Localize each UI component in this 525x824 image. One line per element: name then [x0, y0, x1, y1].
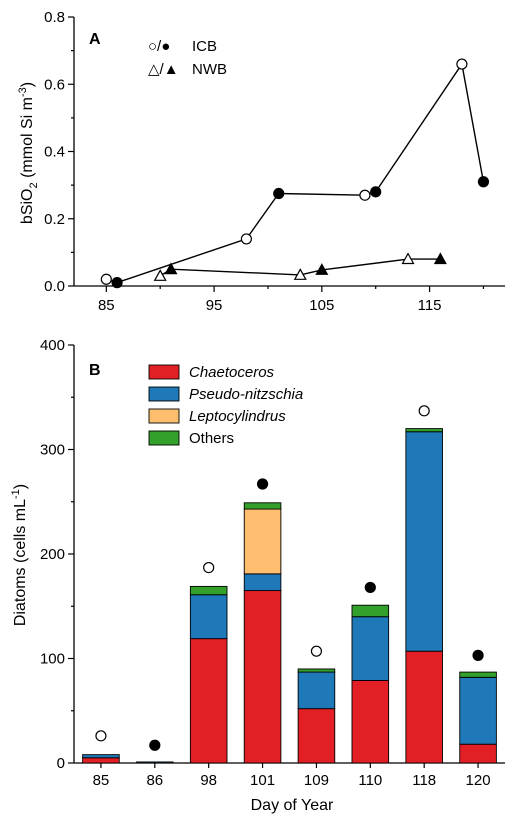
panel-a-x-tick-label: 95: [206, 297, 223, 314]
legend-label-chaetoceros: Chaetoceros: [189, 364, 275, 381]
panel-a-y-tick-label: 0.8: [44, 9, 65, 26]
data-point-nwb: [315, 263, 329, 275]
bar-segment-others: [405, 428, 443, 433]
panel-b: B Chaetoceros Pseudo-nitzschia Leptocylind…: [10, 337, 505, 814]
bar-segment-chaetoceros: [243, 590, 282, 764]
panel-b-y-tick-label: 100: [40, 651, 65, 668]
bsio2-marker: [418, 405, 430, 417]
panel-b-x-axis-title: Day of Year: [251, 797, 334, 814]
data-point-icb: [477, 176, 490, 188]
data-point-icb: [273, 187, 285, 200]
bar-segment-chaetoceros: [405, 650, 443, 764]
panel-b-x-tick-label: 109: [304, 772, 329, 789]
panel-b-y-axis-title: Diatoms (cells mL-1): [10, 484, 29, 626]
bar-segment-pseudo-nitzschia: [351, 616, 390, 681]
panel-a-y-tick-label: 0.2: [44, 211, 65, 228]
data-point-nwb: [293, 268, 307, 280]
legend-label-leptocylindrus: Leptocylindrus: [189, 408, 286, 425]
legend-icb-symbol: ○/●: [148, 38, 170, 55]
panel-b-x-tick-label: 101: [250, 772, 275, 789]
legend-swatch-chaetoceros: [148, 364, 180, 380]
bsio2-marker: [203, 561, 215, 574]
data-point-nwb: [164, 262, 178, 275]
bar-segment-pseudo-nitzschia: [459, 676, 497, 745]
bar-segment-others: [297, 668, 336, 673]
panel-a-y-tick-label: 0.0: [44, 278, 65, 295]
panel-a-letter: A: [89, 31, 101, 48]
panel-a-y-tick-label: 0.6: [44, 76, 65, 93]
data-point-icb: [100, 273, 112, 285]
bar-segment-others: [459, 671, 497, 678]
bar-segment-pseudo-nitzschia: [243, 573, 282, 592]
data-point-nwb: [153, 269, 167, 281]
bsio2-marker: [364, 581, 376, 594]
bar-segment-pseudo-nitzschia: [297, 671, 336, 710]
legend-swatch-leptocylindrus: [148, 408, 180, 424]
data-point-icb: [240, 233, 252, 245]
panel-b-letter: B: [89, 362, 101, 379]
panel-b-y-tick-label: 300: [40, 442, 65, 459]
bar-segment-pseudo-nitzschia: [82, 754, 120, 759]
legend-nwb-symbol: △/▲: [148, 61, 179, 78]
legend-icb-label: ICB: [192, 38, 217, 55]
bar-segment-pseudo-nitzschia: [189, 594, 228, 640]
bsio2-marker: [95, 730, 107, 742]
data-point-nwb: [433, 252, 447, 265]
panel-b-x-tick-label: 98: [200, 772, 217, 789]
panel-b-y-tick-label: 0: [57, 755, 65, 772]
bar-segment-chaetoceros: [189, 638, 228, 764]
legend-label-pseudo-nitzschia: Pseudo-nitzschia: [189, 386, 303, 403]
panel-a-legend: ○/● ICB △/▲ NWB: [148, 38, 227, 78]
panel-a-y-tick-label: 0.4: [44, 144, 65, 161]
data-point-icb: [456, 58, 468, 70]
bar-segment-chaetoceros: [297, 708, 336, 764]
panel-a-y-axis-title: bSiO2 (mmol Si m-3): [17, 82, 40, 224]
panel-b-x-tick-label: 110: [358, 772, 382, 789]
bsio2-marker: [149, 739, 161, 751]
bar-segment-pseudo-nitzschia: [405, 431, 443, 652]
series-icb-line: [106, 62, 485, 284]
data-point-icb: [359, 189, 371, 201]
legend-label-others: Others: [189, 430, 234, 447]
panel-a-x-tick-label: 115: [418, 297, 442, 314]
panel-b-x-tick-label: 118: [412, 772, 436, 789]
bar-segment-chaetoceros: [351, 679, 390, 764]
legend-nwb-label: NWB: [192, 61, 227, 78]
panel-b-y-tick-label: 400: [40, 337, 65, 354]
bar-segment-chaetoceros: [82, 757, 120, 764]
panel-b-x-tick-label: 85: [93, 772, 110, 789]
panel-a: A ○/● ICB △/▲ NWB bSiO2 (mmol Si m-3) 0.…: [17, 9, 505, 314]
bsio2-marker: [256, 478, 269, 490]
panel-b-x-tick-label: 86: [146, 772, 163, 789]
bsio2-marker: [472, 649, 484, 661]
panel-b-legend: Chaetoceros Pseudo-nitzschia Leptocylindru…: [148, 364, 303, 447]
bar-segment-others: [243, 502, 282, 510]
data-point-icb: [370, 186, 382, 198]
bsio2-marker: [310, 645, 323, 657]
panel-b-x-tick-label: 120: [466, 772, 491, 789]
bar-segment-others: [189, 585, 228, 596]
panel-a-x-tick-label: 105: [309, 297, 334, 314]
bar-segment-pseudo-nitzschia: [136, 761, 174, 764]
data-point-icb: [111, 277, 123, 289]
data-point-nwb: [401, 252, 415, 265]
legend-swatch-pseudo-nitzschia: [148, 386, 180, 402]
bar-segment-others: [351, 604, 390, 618]
panel-b-y-tick-label: 200: [40, 546, 65, 563]
legend-swatch-others: [148, 430, 180, 446]
panel-a-x-tick-label: 85: [98, 297, 115, 314]
bar-segment-chaetoceros: [459, 743, 497, 764]
bar-segment-leptocylindrus: [243, 508, 282, 575]
